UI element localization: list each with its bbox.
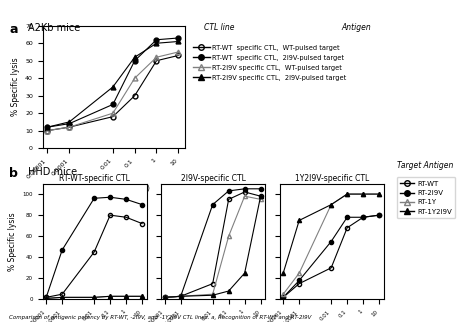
Y-axis label: % Specific lysis: % Specific lysis — [10, 58, 19, 116]
Y-axis label: % Specific lysis: % Specific lysis — [8, 212, 17, 271]
Title: 1Y2I9V-specific CTL: 1Y2I9V-specific CTL — [295, 174, 369, 183]
Text: b: b — [9, 167, 18, 180]
Title: 2I9V-specific CTL: 2I9V-specific CTL — [181, 174, 246, 183]
Text: A2Kb mice: A2Kb mice — [28, 23, 81, 33]
Title: RT-WT-specific CTL: RT-WT-specific CTL — [59, 174, 130, 183]
X-axis label: Peptide conc. (   μM): Peptide conc. ( μM) — [78, 185, 150, 191]
Text: Comparison of antigenic potency by RT-WT, -2I9V, and -1Y2I9V CTL lines. a, Recog: Comparison of antigenic potency by RT-WT… — [9, 315, 312, 320]
Text: Target Antigen: Target Antigen — [397, 161, 454, 170]
Text: Antigen: Antigen — [341, 23, 371, 32]
Legend: RT-WT, RT-2I9V, RT-1Y, RT-1Y2I9V: RT-WT, RT-2I9V, RT-1Y, RT-1Y2I9V — [397, 177, 455, 218]
Text: CTL line: CTL line — [204, 23, 234, 32]
Text: HHD mice: HHD mice — [28, 167, 78, 177]
Text: a: a — [9, 23, 18, 35]
Legend: RT-WT  specific CTL,  WT-pulsed target, RT-WT  specific CTL,  2I9V-pulsed target: RT-WT specific CTL, WT-pulsed target, RT… — [193, 44, 346, 80]
